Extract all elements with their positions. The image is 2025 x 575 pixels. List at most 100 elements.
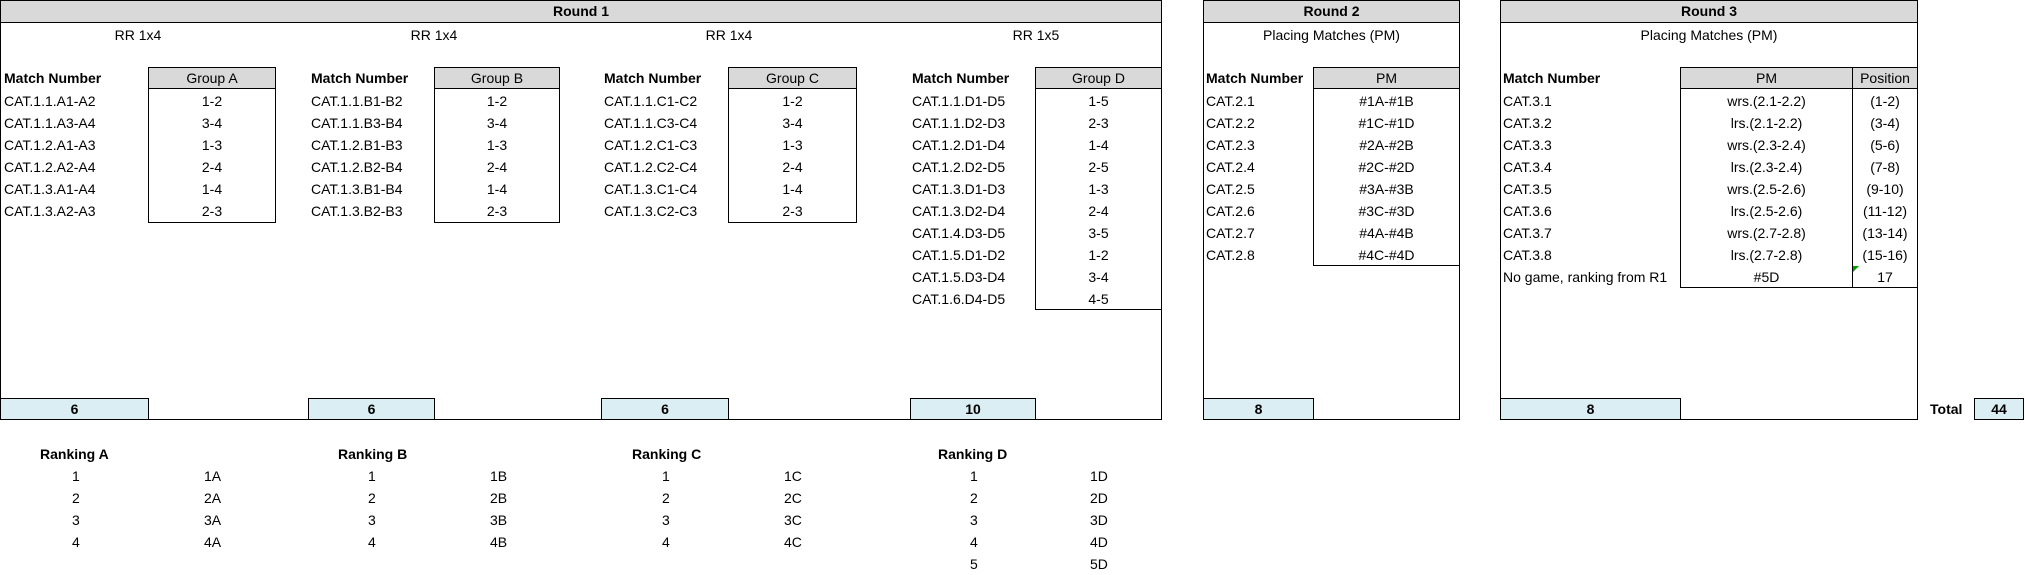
comment-indicator-icon: [1853, 266, 1859, 272]
match-number: CAT.2.8: [1206, 247, 1255, 263]
pairing: 2-4: [486, 159, 508, 175]
match-number: CAT.1.2.D2-D5: [912, 159, 1006, 175]
pairing: 1-3: [782, 137, 803, 153]
match-number: CAT.1.1.C3-C4: [604, 115, 698, 131]
group-b-match-count: 6: [308, 398, 435, 420]
ranking-row: 1 1A: [40, 465, 240, 487]
group-d-format: RR 1x5: [1012, 27, 1060, 43]
ranking-row: 5 5D: [938, 553, 1138, 575]
ranking-row: 3 3D: [938, 509, 1138, 531]
pairing: 1-3: [201, 137, 223, 153]
match-number: CAT.1.3.C2-C3: [604, 203, 698, 219]
pm-pairing: #2A-#2B: [1359, 137, 1414, 153]
pairing: 1-5: [1088, 93, 1109, 109]
group-b-pair-list: 1-2 3-4 1-3 2-4 1-4 2-3: [434, 90, 560, 222]
pairing: 3-5: [1088, 225, 1109, 241]
match-number: CAT.3.2: [1503, 115, 1552, 131]
round2-pm-header: PM: [1313, 67, 1460, 89]
pairing: 2-5: [1088, 159, 1109, 175]
match-number: CAT.1.1.C1-C2: [604, 93, 698, 109]
rank-number: 4: [662, 534, 670, 550]
ranking-title: Ranking B: [338, 446, 408, 462]
match-number: CAT.3.8: [1503, 247, 1552, 263]
match-number: CAT.1.1.D2-D3: [912, 115, 1006, 131]
match-number: CAT.1.1.B1-B2: [311, 93, 403, 109]
position: (1-2): [1870, 93, 1900, 109]
position: (5-6): [1870, 137, 1900, 153]
pm-pairing: #5D: [1753, 269, 1780, 285]
pairing: 1-4: [1088, 137, 1109, 153]
round3-position-box: [1852, 88, 1918, 288]
ranking-row: 4 4B: [338, 531, 538, 553]
match-number: CAT.1.2.B2-B4: [311, 159, 403, 175]
match-number: CAT.1.5.D1-D2: [912, 247, 1006, 263]
pairing: 4-5: [1088, 291, 1109, 307]
rank-seed: 1B: [490, 468, 508, 484]
round2-match-number-header: Match Number: [1206, 70, 1304, 86]
round2-match-list: CAT.2.1 CAT.2.2 CAT.2.3 CAT.2.4 CAT.2.5 …: [1206, 90, 1255, 266]
rank-number: 2: [368, 490, 376, 506]
rank-number: 4: [368, 534, 376, 550]
pairing: 2-3: [486, 203, 508, 219]
position: (9-10): [1866, 181, 1904, 197]
match-number: CAT.3.7: [1503, 225, 1552, 241]
match-number: CAT.1.2.C2-C4: [604, 159, 698, 175]
round3-position-list: (1-2) (3-4) (5-6) (7-8) (9-10) (11-12) (…: [1852, 90, 1918, 288]
rank-number: 4: [72, 534, 80, 550]
ranking-title: Ranking A: [40, 446, 109, 462]
rank-seed: 1D: [1090, 468, 1108, 484]
round2-pm-box: [1313, 88, 1460, 266]
pairing: 3-4: [201, 115, 223, 131]
rank-seed: 3D: [1090, 512, 1108, 528]
pm-pairing: lrs.(2.3-2.4): [1730, 159, 1803, 175]
group-b-match-list: CAT.1.1.B1-B2 CAT.1.1.B3-B4 CAT.1.2.B1-B…: [311, 90, 403, 222]
pairing: 2-3: [1088, 115, 1109, 131]
pm-pairing: #2C-#2D: [1358, 159, 1415, 175]
rank-seed: 2A: [204, 490, 222, 506]
pairing: 1-3: [486, 137, 508, 153]
pairing: 1-4: [486, 181, 508, 197]
pm-pairing: wrs.(2.5-2.6): [1727, 181, 1806, 197]
pairing: 1-2: [486, 93, 508, 109]
group-d-header: Group D: [1035, 67, 1162, 89]
ranking-row: 3 3B: [338, 509, 538, 531]
total-value: 44: [1974, 398, 2024, 420]
rank-number: 1: [662, 468, 670, 484]
pairing: 2-4: [1088, 203, 1109, 219]
pairing: 2-4: [201, 159, 223, 175]
match-number: CAT.1.1.A1-A2: [4, 93, 96, 109]
rank-seed: 3A: [204, 512, 222, 528]
group-c-pairs-box: [728, 88, 857, 223]
pm-pairing: #4A-#4B: [1359, 225, 1414, 241]
match-number: CAT.1.3.D2-D4: [912, 203, 1006, 219]
pairing: 1-2: [782, 93, 803, 109]
rank-number: 2: [662, 490, 670, 506]
position: (11-12): [1862, 203, 1908, 219]
group-b-format: RR 1x4: [410, 27, 458, 43]
pairing: 1-2: [201, 93, 223, 109]
rank-number: 1: [72, 468, 80, 484]
rank-seed: 3B: [490, 512, 508, 528]
match-number: CAT.1.3.A2-A3: [4, 203, 96, 219]
ranking-c: Ranking C 1 1C 2 2C 3 3C 4 4C: [632, 443, 832, 553]
match-number: CAT.2.3: [1206, 137, 1255, 153]
pm-pairing: #3C-#3D: [1358, 203, 1415, 219]
match-number: CAT.1.2.A1-A3: [4, 137, 96, 153]
pm-pairing: #3A-#3B: [1359, 181, 1414, 197]
pm-pairing: wrs.(2.3-2.4): [1727, 137, 1806, 153]
match-number: CAT.1.3.D1-D3: [912, 181, 1006, 197]
pm-pairing: lrs.(2.1-2.2): [1730, 115, 1803, 131]
match-number: CAT.3.1: [1503, 93, 1552, 109]
group-c-pair-list: 1-2 3-4 1-3 2-4 1-4 2-3: [728, 90, 857, 222]
group-c-header: Group C: [728, 67, 857, 89]
pm-pairing: #4C-#4D: [1358, 247, 1415, 263]
ranking-row: 2 2B: [338, 487, 538, 509]
ranking-d: Ranking D 1 1D 2 2D 3 3D 4 4D 5 5D: [938, 443, 1138, 575]
match-number: CAT.3.5: [1503, 181, 1552, 197]
ranking-row: 1 1B: [338, 465, 538, 487]
pm-pairing: wrs.(2.1-2.2): [1727, 93, 1806, 109]
round1-title: Round 1: [0, 0, 1162, 23]
rank-seed: 2D: [1090, 490, 1108, 506]
rank-seed: 2C: [784, 490, 802, 506]
pairing: 3-4: [782, 115, 803, 131]
